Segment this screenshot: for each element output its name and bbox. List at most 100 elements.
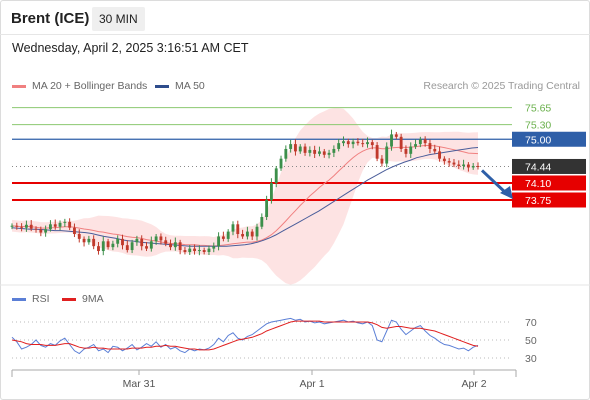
candle: [145, 241, 148, 252]
candle-body: [442, 158, 446, 162]
candle-body: [289, 144, 293, 149]
candle-body: [414, 144, 417, 147]
candle: [255, 223, 259, 241]
candle: [15, 222, 19, 230]
candle: [394, 131, 398, 140]
candle-body: [346, 141, 350, 145]
candle: [457, 160, 461, 169]
candle: [298, 144, 302, 154]
candle: [154, 234, 158, 245]
candle-body: [111, 243, 115, 248]
candle-body: [10, 225, 14, 227]
candle: [140, 235, 144, 251]
candle: [73, 223, 76, 238]
copyright: Research © 2025 Trading Central: [423, 80, 580, 92]
legend-rsi-label: RSI: [32, 293, 50, 305]
candle-body: [212, 246, 216, 249]
candle: [197, 245, 201, 256]
candle: [169, 239, 172, 251]
projection-arrow: [480, 169, 509, 196]
candle: [193, 244, 196, 255]
candle-body: [375, 145, 379, 159]
candle-body: [269, 182, 273, 200]
candle-body: [159, 236, 163, 241]
candle-body: [140, 238, 144, 247]
candle-body: [178, 242, 182, 251]
candle: [34, 226, 38, 233]
candle: [404, 145, 408, 158]
candle-body: [308, 149, 312, 153]
legend-rsi-ma-label: 9MA: [82, 293, 104, 305]
last-price-label: 74.44: [525, 161, 551, 173]
bollinger-band: [12, 108, 478, 285]
candle-body: [154, 236, 158, 242]
candle: [428, 139, 432, 154]
candle-body: [303, 146, 307, 153]
candle: [159, 233, 163, 245]
candle-body: [342, 141, 345, 144]
candle-body: [447, 161, 451, 163]
candle-body: [298, 146, 302, 152]
candle-body: [231, 224, 235, 232]
candle-body: [466, 164, 470, 168]
candle-body: [106, 241, 110, 248]
candle-body: [409, 146, 413, 154]
timeframe-badge[interactable]: 30 MIN: [92, 7, 145, 31]
candle-body: [366, 142, 369, 145]
candle-body: [39, 229, 43, 233]
candle: [173, 237, 177, 251]
x-axis-label: Apr 1: [299, 378, 324, 390]
candle-body: [404, 148, 408, 154]
candle: [101, 236, 105, 256]
candle: [106, 238, 110, 250]
candle-body: [20, 226, 24, 228]
x-axis-label: Mar 31: [123, 378, 156, 390]
candle: [250, 229, 254, 241]
last-price-tag: [512, 158, 586, 174]
candle: [303, 143, 307, 156]
candle: [337, 138, 341, 152]
candle: [77, 229, 81, 243]
pivot-label: 75.00: [525, 134, 551, 146]
candle: [380, 155, 384, 167]
candle-body: [452, 162, 456, 165]
candle: [82, 236, 86, 247]
candle-body: [116, 238, 120, 244]
candle: [265, 195, 269, 221]
candle-body: [361, 143, 365, 145]
candle-body: [73, 227, 76, 235]
candle: [447, 158, 451, 167]
candle-body: [327, 152, 331, 155]
candle-body: [322, 151, 326, 155]
support-tag: [512, 175, 586, 191]
candle-body: [462, 164, 466, 166]
rsi-axis-label: 30: [525, 353, 537, 365]
candle-body: [265, 200, 269, 218]
candle: [121, 234, 124, 250]
candle-body: [471, 165, 475, 168]
candle: [217, 232, 221, 251]
candle-body: [164, 240, 168, 244]
candle-body: [87, 238, 91, 243]
candle-body: [313, 149, 317, 154]
candle-body: [77, 234, 81, 239]
support-label: 73.75: [525, 195, 551, 207]
candle: [125, 240, 129, 253]
candle: [370, 139, 374, 150]
instrument-title: Brent (ICE): [11, 10, 90, 27]
candle: [313, 145, 317, 159]
header-divider: [0, 34, 590, 35]
candle: [418, 136, 422, 148]
resistance-label: 75.65: [525, 103, 551, 115]
candle: [130, 239, 134, 254]
candle: [44, 225, 48, 237]
candle-body: [68, 221, 72, 228]
candle: [116, 235, 120, 248]
x-axis-label: Apr 2: [461, 378, 486, 390]
candle-body: [15, 225, 19, 227]
candle-body: [125, 245, 129, 251]
ma50-swatch-icon: [155, 84, 169, 88]
candle-body: [207, 248, 211, 253]
candle: [385, 142, 389, 168]
